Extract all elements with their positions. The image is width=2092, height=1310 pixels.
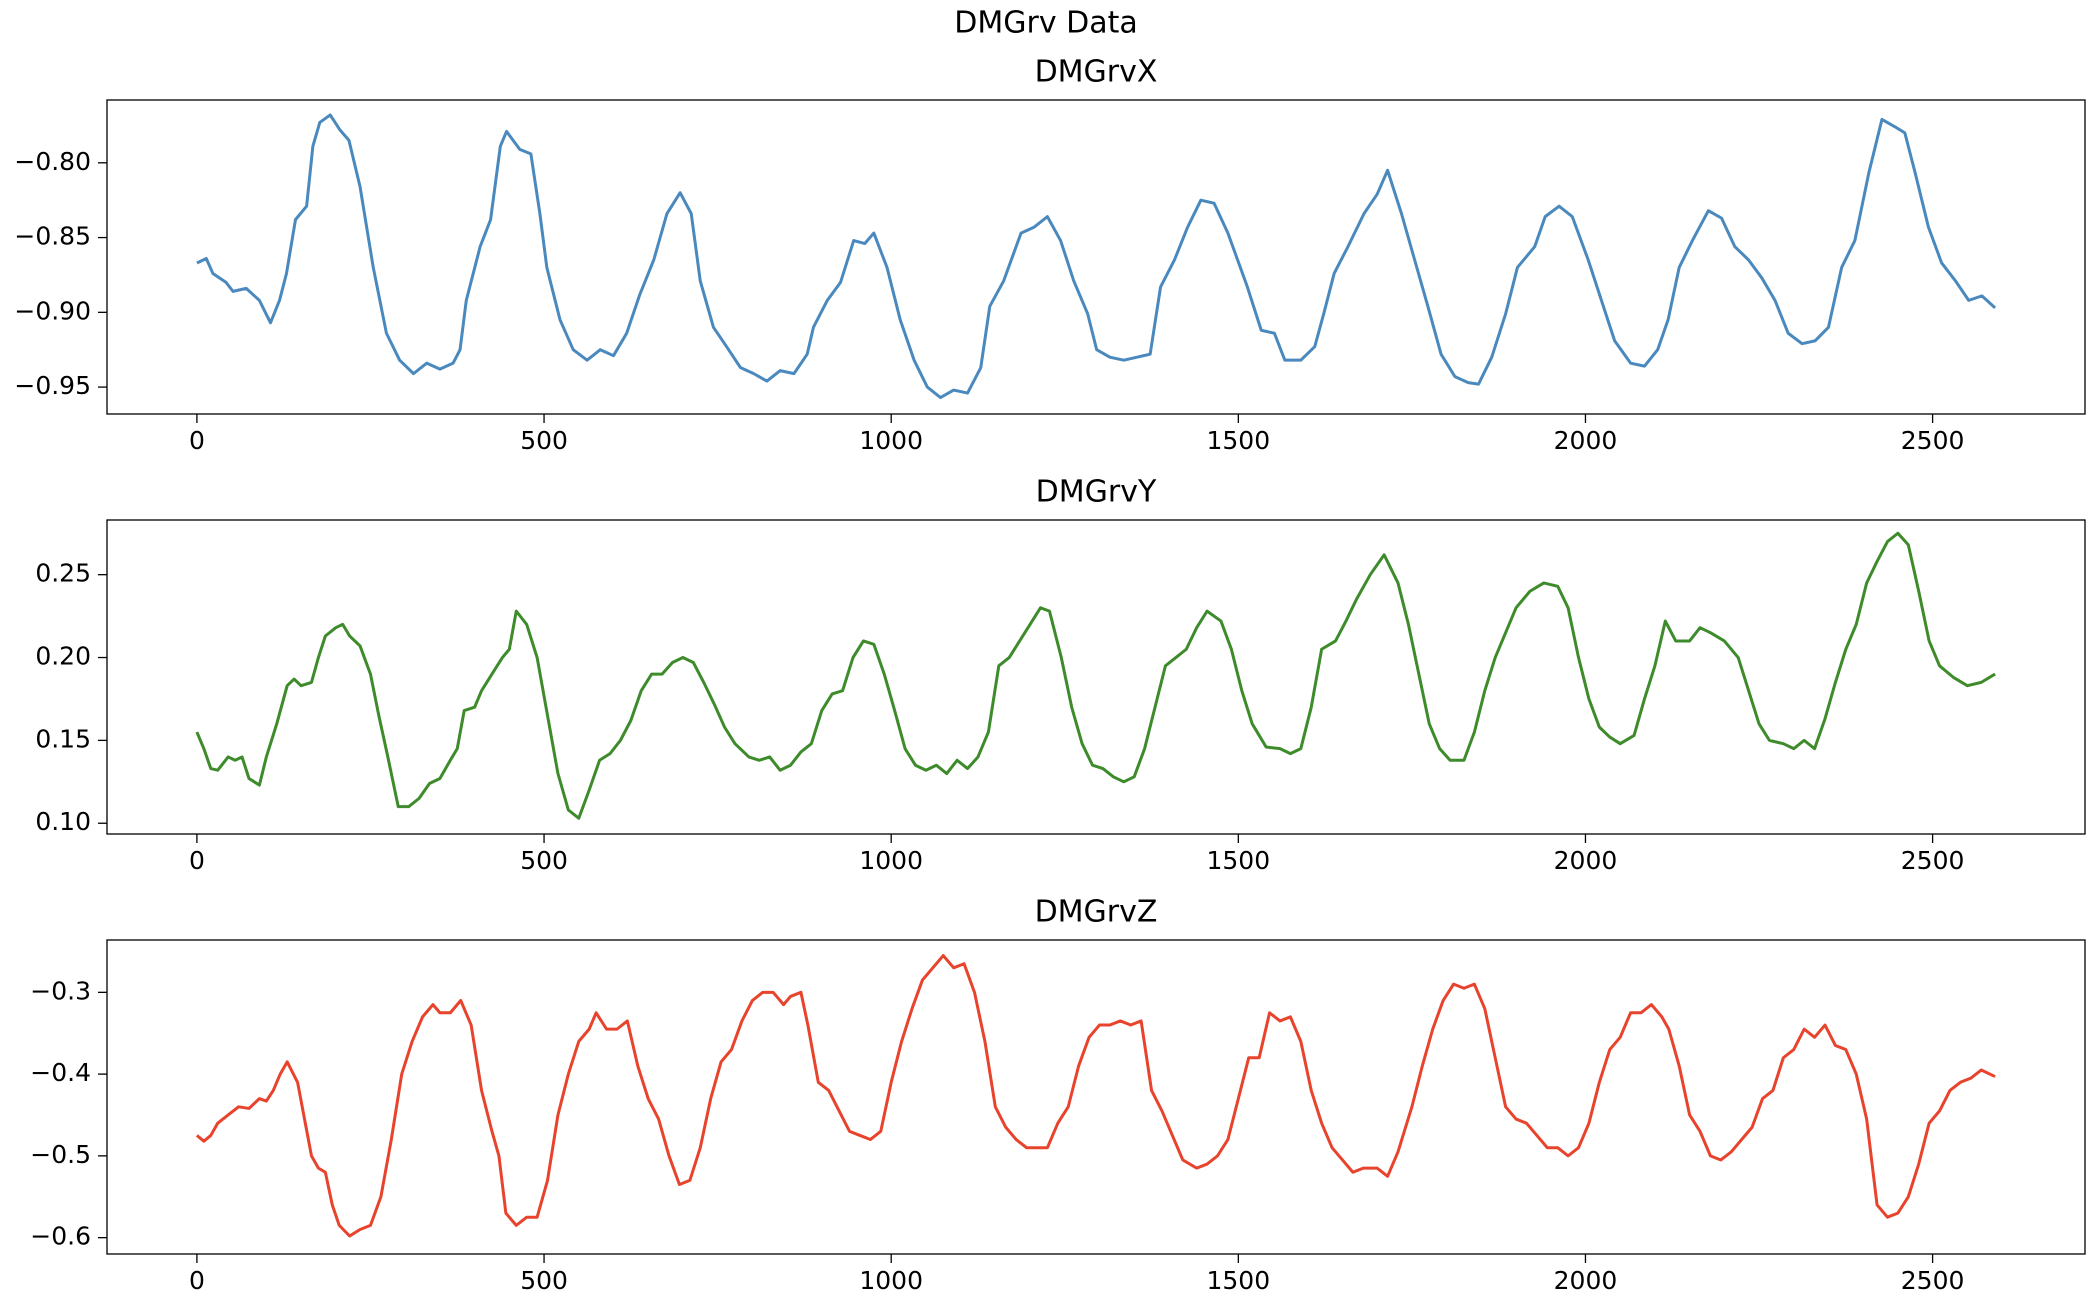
x-tick-label: 1000 [859, 846, 923, 875]
y-tick-label: −0.85 [14, 222, 91, 251]
figure-title: DMGrv Data [954, 6, 1138, 41]
y-tick-label: −0.4 [30, 1058, 91, 1087]
data-line [195, 954, 1996, 1238]
y-tick-label: −0.6 [30, 1222, 91, 1251]
x-tick-label: 0 [189, 846, 205, 875]
x-tick-label: 2500 [1901, 1266, 1965, 1295]
x-tick-label: 500 [520, 846, 568, 875]
subplot-title: DMGrvX [1035, 55, 1158, 90]
x-tick-label: 1000 [859, 1266, 923, 1295]
x-tick-label: 500 [520, 1266, 568, 1295]
y-tick-label: −0.3 [30, 976, 91, 1005]
x-tick-label: 2000 [1554, 846, 1618, 875]
x-tick-label: 2500 [1901, 426, 1965, 455]
x-tick-label: 500 [520, 426, 568, 455]
x-tick-label: 0 [189, 426, 205, 455]
subplot-title: DMGrvZ [1035, 895, 1158, 930]
y-tick-label: −0.5 [30, 1140, 91, 1169]
x-tick-label: 2000 [1554, 1266, 1618, 1295]
x-tick-label: 0 [189, 1266, 205, 1295]
axes-frame [106, 939, 2086, 1255]
y-tick-label: 0.15 [35, 724, 91, 753]
axes-frame [106, 99, 2086, 415]
x-tick-label: 2000 [1554, 426, 1618, 455]
subplot-title: DMGrvY [1036, 475, 1157, 510]
x-tick-label: 1500 [1207, 846, 1271, 875]
y-tick-label: −0.80 [14, 147, 91, 176]
data-line [196, 113, 1997, 400]
axes-frame [106, 519, 2086, 835]
y-tick-label: −0.95 [14, 371, 91, 400]
x-tick-label: 2500 [1901, 846, 1965, 875]
y-tick-label: 0.25 [35, 559, 91, 588]
x-tick-label: 1500 [1207, 1266, 1271, 1295]
x-tick-label: 1000 [859, 426, 923, 455]
data-line [195, 531, 1996, 820]
y-tick-label: −0.90 [14, 296, 91, 325]
y-tick-label: 0.10 [35, 807, 91, 836]
y-tick-label: 0.20 [35, 642, 91, 671]
x-tick-label: 1500 [1207, 426, 1271, 455]
